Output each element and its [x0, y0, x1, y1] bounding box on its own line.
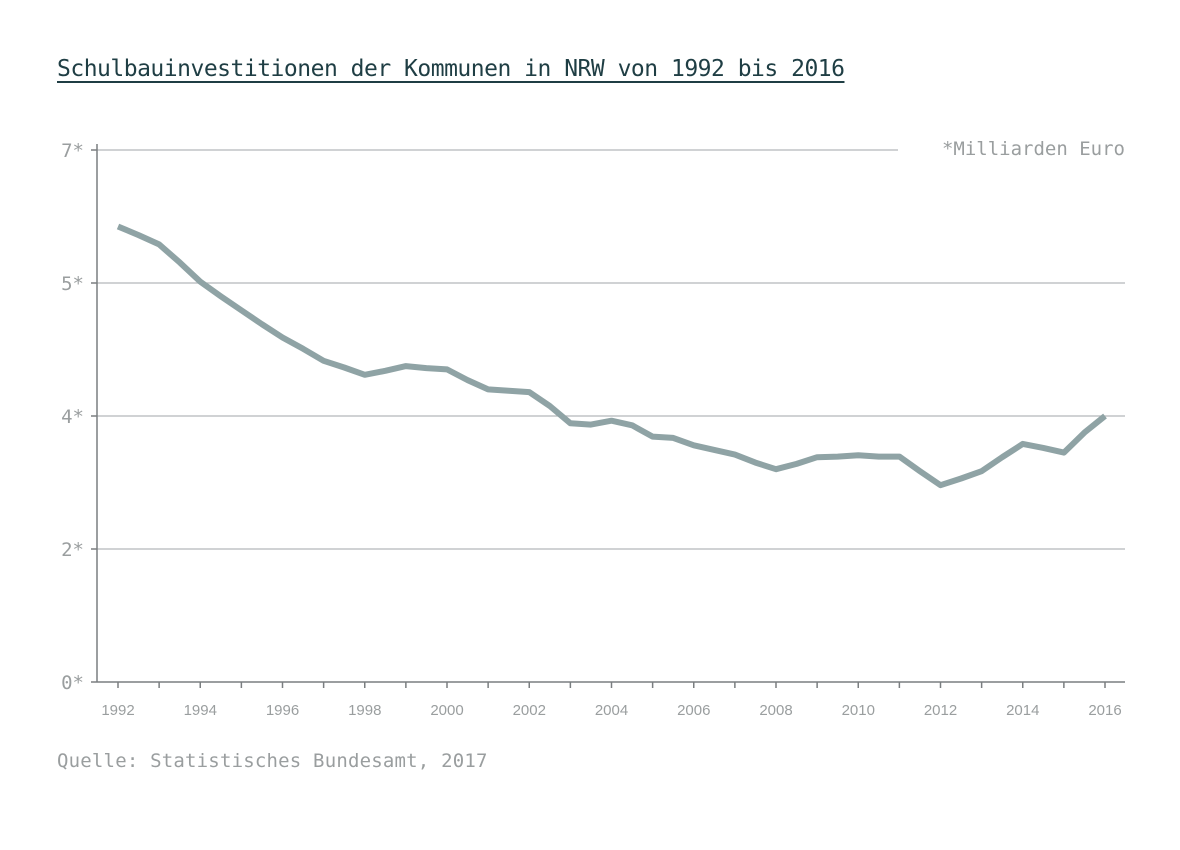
- x-tick-label: 2002: [513, 702, 546, 719]
- x-tick-label: 2014: [1006, 702, 1039, 719]
- x-tick-label: 1994: [184, 702, 217, 719]
- y-tick-label: 0*: [61, 672, 84, 694]
- axes: [91, 144, 1125, 688]
- source-note: Quelle: Statistisches Bundesamt, 2017: [57, 750, 488, 772]
- x-tick-label: 2008: [759, 702, 792, 719]
- x-tick-label: 2010: [842, 702, 875, 719]
- y-tick-label: 5*: [61, 273, 84, 295]
- tick-labels: 0* 2* 4* 5* 7* 1992 1994 1996 1998 2000 2002 2004 20…: [61, 140, 1122, 719]
- y-tick-label: 7*: [61, 140, 84, 162]
- x-tick-label: 1996: [266, 702, 299, 719]
- series-layer: [116, 223, 1107, 489]
- unit-note: *Milliarden Euro: [941, 138, 1125, 160]
- x-tick-label: 2012: [924, 702, 957, 719]
- y-tick-label: 2*: [61, 539, 84, 561]
- chart-title: Schulbauinvestitionen der Kommunen in NR…: [57, 56, 845, 82]
- grid-lines: [97, 149, 1125, 550]
- x-tick-label: 2016: [1088, 702, 1121, 719]
- x-tick-label: 1998: [348, 702, 381, 719]
- y-tick-label: 4*: [61, 406, 84, 428]
- x-tick-label: 2006: [677, 702, 710, 719]
- x-tick-label: 2000: [430, 702, 463, 719]
- series-line: [116, 223, 1107, 489]
- x-tick-label: 2004: [595, 702, 628, 719]
- x-tick-label: 1992: [101, 702, 134, 719]
